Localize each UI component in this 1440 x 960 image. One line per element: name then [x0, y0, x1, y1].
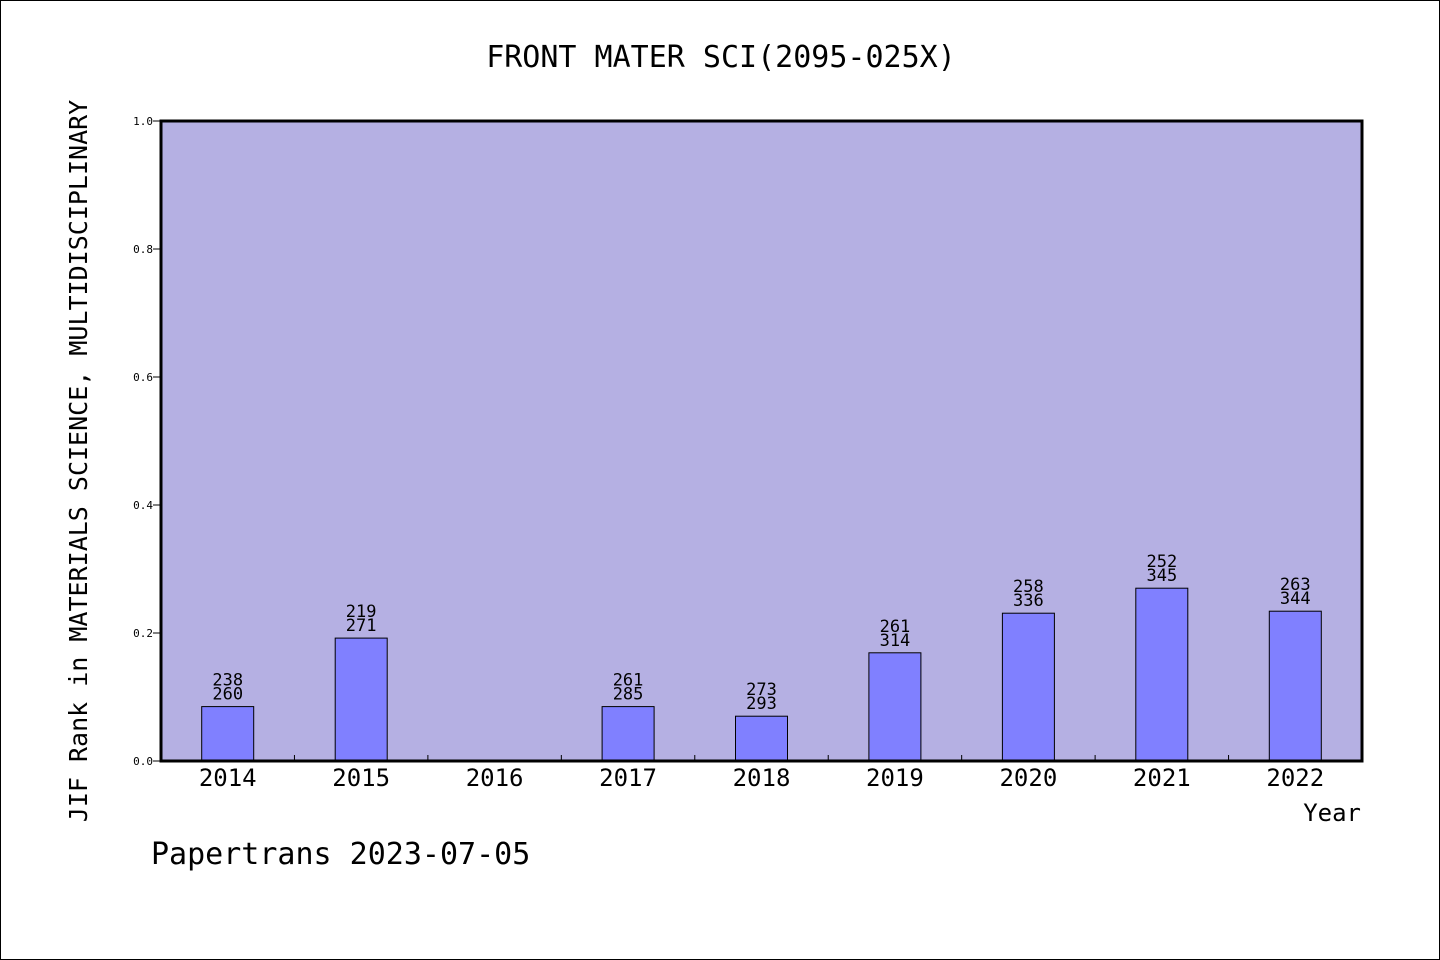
bar-rank-label-2022: 263	[1280, 575, 1311, 595]
bar-total-label-2021: 345	[1146, 566, 1177, 586]
bar-2020	[1001, 612, 1055, 762]
bar-2021	[1135, 587, 1189, 762]
x-tick-label-2018: 2018	[733, 764, 791, 792]
x-tick-label-2016: 2016	[466, 764, 524, 792]
chart-title: FRONT MATER SCI(2095-025X)	[486, 40, 956, 75]
x-tick-label-2020: 2020	[999, 764, 1057, 792]
bar-rank-label-2017: 261	[613, 671, 644, 691]
bar-rank-label-2020: 258	[1013, 577, 1044, 597]
bar-total-label-2019: 314	[880, 631, 911, 651]
bar-rank-label-2015: 219	[346, 602, 377, 622]
plot-border	[159, 119, 1364, 763]
bar-total-label-2018: 293	[746, 694, 777, 714]
y-tick-label-0.0: 0.0	[133, 755, 153, 768]
bar-rank-label-2018: 273	[746, 680, 777, 700]
bar-rank-label-2021: 252	[1146, 552, 1177, 572]
bar-total-label-2020: 336	[1013, 591, 1044, 611]
bar-total-label-2015: 271	[346, 616, 377, 636]
bar-rank-label-2014: 238	[212, 671, 243, 691]
y-axis-label: JIF Rank in MATERIALS SCIENCE, MULTIDISC…	[64, 100, 93, 822]
y-tick-label-0.2: 0.2	[133, 627, 153, 640]
y-tick-label-0.4: 0.4	[133, 499, 153, 512]
bar-rank-label-2019: 261	[880, 617, 911, 637]
bar-2014	[201, 706, 255, 762]
x-tick-label-2017: 2017	[599, 764, 657, 792]
y-tick-label-0.6: 0.6	[133, 371, 153, 384]
bar-2019	[868, 652, 922, 762]
x-tick-label-2019: 2019	[866, 764, 924, 792]
x-tick-label-2015: 2015	[332, 764, 390, 792]
y-tick-label-1.0: 1.0	[133, 115, 153, 128]
x-tick-label-2022: 2022	[1266, 764, 1324, 792]
bar-total-label-2017: 285	[613, 685, 644, 705]
bar-2017	[601, 706, 655, 762]
bar-total-label-2022: 344	[1280, 589, 1311, 609]
bar-total-label-2014: 260	[212, 685, 243, 705]
bar-2022	[1268, 610, 1322, 762]
bar-2015	[334, 637, 388, 762]
x-axis-label: Year	[1303, 799, 1361, 827]
x-tick-label-2014: 2014	[199, 764, 257, 792]
bar-2018	[735, 715, 788, 762]
y-tick-label-0.8: 0.8	[133, 243, 153, 256]
x-tick-label-2021: 2021	[1133, 764, 1191, 792]
footer-credit: Papertrans 2023-07-05	[151, 837, 530, 872]
